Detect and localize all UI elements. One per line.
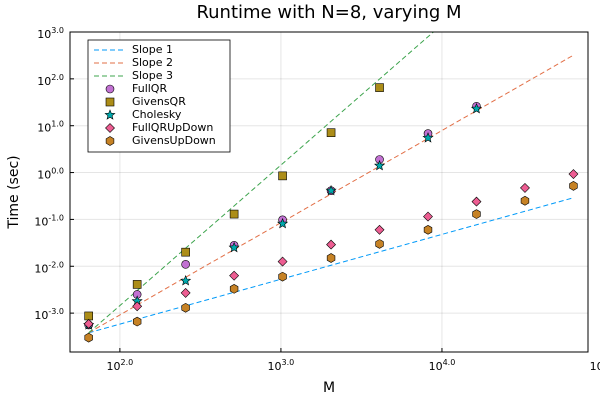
legend-label: GivensUpDown [132,134,216,147]
marker [277,217,289,229]
legend-label: Cholesky [132,108,182,121]
marker [472,209,481,219]
ticks: 102.0 103.0 104.0 105.0 10-3.0 10-2.0 10-1.0 10… [34,26,600,374]
legend-box [87,39,231,153]
x-tick-label: 102.0 [107,358,134,374]
marker [470,102,483,114]
marker [132,280,142,289]
marker [132,301,143,312]
legend-label: FullQRUpDown [132,121,213,134]
marker [326,239,336,250]
legend-label: GivensQR [132,95,186,108]
marker [84,311,93,321]
marker [105,97,115,107]
y-tick-label: 103.0 [37,26,64,42]
y-tick-label: 100.0 [37,166,64,182]
line [88,197,574,334]
marker [520,195,530,206]
chart-title: Runtime with N=8, varying M [196,2,461,23]
y-tick-label: 102.0 [37,72,64,88]
marker [374,224,385,235]
marker [83,318,94,329]
legend-label: FullQR [132,82,167,95]
marker [375,83,384,92]
marker [181,260,190,269]
y-tick-label: 10-1.0 [34,213,64,229]
marker [105,84,115,94]
plot-area [83,32,579,343]
marker [471,196,482,207]
x-tick-label: 104.0 [429,358,456,374]
marker [422,132,434,143]
plot-frame [69,31,589,353]
marker [181,247,190,257]
marker [569,181,578,191]
marker [105,136,115,146]
y-tick-label: 10-2.0 [34,260,64,276]
marker [423,211,433,222]
y-tick-label: 101.0 [37,119,64,135]
marker [374,159,386,171]
line [88,32,435,334]
x-axis-label: M [323,380,335,396]
y-axis-label: Time (sec) [6,155,22,229]
marker [277,256,288,267]
marker [325,184,337,196]
x-tick-label: 105.0 [590,358,600,374]
marker [375,239,384,249]
marker [278,271,287,282]
marker [229,283,239,294]
marker [105,123,115,133]
legend-label: Slope 2 [132,56,173,69]
marker [278,171,287,181]
legend-label: Slope 3 [132,69,173,82]
marker [104,109,116,120]
marker [84,332,93,343]
y-tick-label: 10-3.0 [34,307,64,323]
marker [520,183,530,193]
marker [181,302,190,313]
marker [180,287,191,298]
marker [568,169,579,179]
marker [423,224,433,235]
marker [229,209,239,219]
marker [326,253,336,263]
marker [229,270,240,281]
marker [326,128,336,137]
legend-label: Slope 1 [132,43,173,56]
x-tick-label: 103.0 [268,358,295,374]
line [88,54,574,334]
marker [228,241,240,253]
marker [180,274,192,286]
marker [132,316,142,327]
